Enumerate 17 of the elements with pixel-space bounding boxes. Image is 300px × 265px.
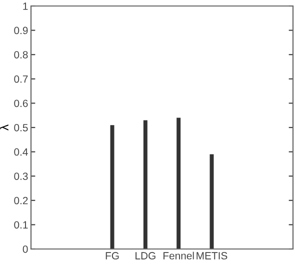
y-tick-label: 0.3 (14, 172, 28, 180)
y-tick-label: 0.1 (14, 221, 28, 229)
y-tick-label: 0.8 (14, 51, 28, 58)
y-tick-label: 0.6 (14, 100, 28, 108)
x-tick-label: METIS (196, 252, 228, 260)
y-tick-label: 0.2 (14, 196, 28, 204)
y-tick-label: 0.9 (14, 26, 28, 34)
bar (143, 120, 148, 249)
bar (176, 118, 181, 249)
y-tick-label: 0.4 (14, 148, 28, 156)
y-tick-label: 0 (22, 246, 28, 253)
x-tick-label: FG (106, 252, 119, 260)
y-tick-label: 0.7 (14, 75, 28, 83)
x-tick-label: Fennel (164, 252, 194, 260)
y-tick-label: 1 (23, 2, 28, 10)
x-tick-label: LDG (136, 252, 156, 260)
y-tick-label: 0.5 (14, 124, 28, 132)
